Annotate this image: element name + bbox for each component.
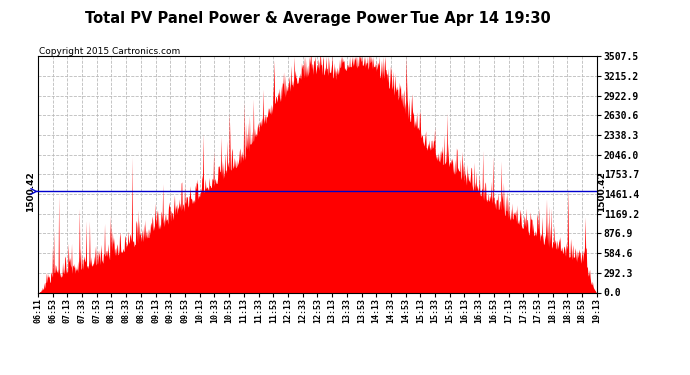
Text: 1500.42: 1500.42	[26, 171, 35, 212]
Text: Average  (DC Watts): Average (DC Watts)	[408, 39, 520, 49]
Text: Total PV Panel Power & Average Power Tue Apr 14 19:30: Total PV Panel Power & Average Power Tue…	[85, 11, 551, 26]
Text: PV Panels  (DC Watts): PV Panels (DC Watts)	[533, 39, 657, 49]
Text: 1500.42: 1500.42	[598, 171, 607, 212]
Text: Copyright 2015 Cartronics.com: Copyright 2015 Cartronics.com	[39, 47, 181, 56]
